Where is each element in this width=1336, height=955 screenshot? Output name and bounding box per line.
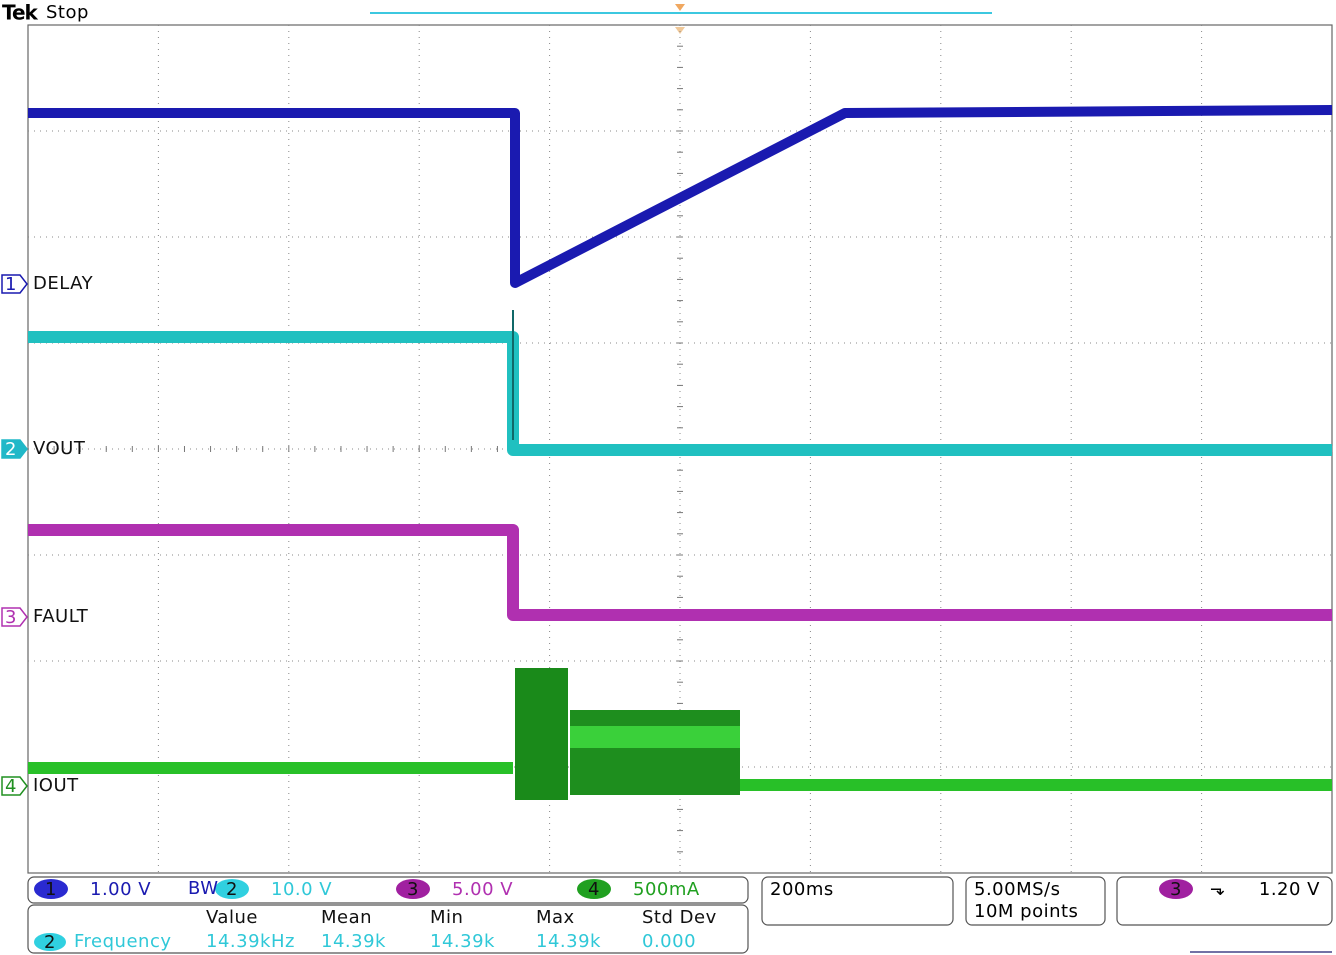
- channel-label: DELAY: [33, 273, 94, 294]
- channel-badge: [215, 879, 249, 899]
- channel-scale: 5.00 V: [452, 879, 513, 900]
- measurement-box: [27, 904, 749, 954]
- trigger-slope: ⬎: [1210, 879, 1226, 900]
- measurement-name: Frequency: [74, 931, 172, 952]
- channel-marker: [1, 776, 28, 796]
- channel-scale: 1.00 V: [90, 879, 151, 900]
- timebase: 200ms: [770, 879, 834, 900]
- timebase-box: [761, 876, 954, 926]
- brand: Tek: [2, 1, 39, 25]
- ch1-trace: [28, 105, 1333, 288]
- channel-marker: [1, 439, 28, 459]
- channel-badge-number: 3: [407, 879, 419, 900]
- channel-badge: [34, 879, 68, 899]
- acquisition-box: [965, 876, 1106, 926]
- ch4-burst: [570, 710, 740, 795]
- measurement-value: 0.000: [642, 931, 696, 952]
- measurement-header: Max: [536, 907, 575, 928]
- channel-labels: 1 DELAY 2 VOUT 3 FAULT 4 IOUT: [1, 273, 94, 797]
- channel-badge-number: 4: [588, 879, 600, 900]
- channel-badge: [396, 879, 430, 899]
- channel-badge: [577, 879, 611, 899]
- run-state: Stop: [46, 2, 89, 23]
- channel-label: IOUT: [33, 775, 79, 796]
- record-length: 10M points: [974, 901, 1078, 922]
- channel-number: 2: [5, 439, 17, 460]
- measurement-header: Std Dev: [642, 907, 717, 928]
- measurement-value: 14.39k: [430, 931, 495, 952]
- channel-marker: [1, 274, 28, 294]
- trigger-marker: [675, 27, 685, 34]
- channel-badge-number: 2: [226, 879, 238, 900]
- measurement-value: 14.39k: [536, 931, 601, 952]
- channel-scale: 500mA: [633, 879, 700, 900]
- waveforms: [28, 105, 1333, 800]
- channel-scale: 10.0 V: [271, 879, 332, 900]
- measurement-header: Mean: [321, 907, 372, 928]
- measurement-badge: [34, 933, 66, 951]
- status-bar: 1 1.00 V 2 10.0 V 3 5.00 V 4 500mA BW 3 Value Mean M…: [34, 878, 1193, 953]
- ch4-burst: [515, 668, 568, 800]
- trigger-source: 3: [1170, 879, 1182, 900]
- measurement-header: Min: [430, 907, 463, 928]
- trigger-level: 1.20 V: [1259, 879, 1320, 900]
- channel-number: 1: [5, 274, 17, 295]
- channel-badge-number: 1: [45, 879, 57, 900]
- ch4-burst-core: [570, 726, 740, 748]
- trigger-position: [675, 4, 685, 11]
- measurement-value: 14.39k: [321, 931, 386, 952]
- channel-number: 4: [5, 776, 17, 797]
- measurement-value: 14.39kHz: [206, 931, 295, 952]
- channel-label: VOUT: [33, 438, 86, 459]
- trigger-badge: [1159, 879, 1193, 899]
- bandwidth-limit: BW: [188, 878, 219, 899]
- ch4-trace: [28, 762, 1332, 791]
- measurement-header: Value: [206, 907, 258, 928]
- sample-rate: 5.00MS/s: [974, 879, 1060, 900]
- ch3-trace: [28, 524, 1332, 621]
- channel-label: FAULT: [33, 606, 89, 627]
- channel-number: 3: [5, 607, 17, 628]
- measurement-source: 2: [44, 932, 56, 953]
- channel-marker: [1, 607, 28, 627]
- channel-box: [27, 876, 749, 904]
